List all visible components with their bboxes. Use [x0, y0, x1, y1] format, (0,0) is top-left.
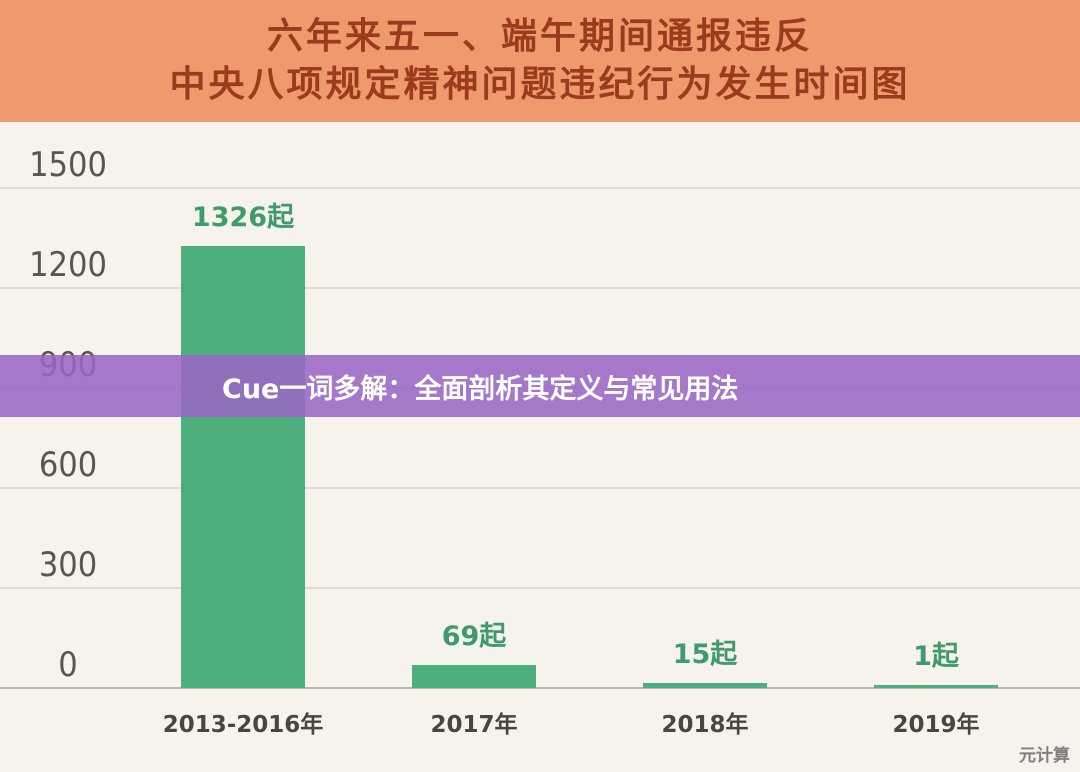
bar — [412, 665, 536, 688]
bars — [181, 246, 998, 688]
x-category-label: 2019年 — [892, 711, 979, 738]
data-labels: 1326起 69起 15起 1起 — [192, 202, 960, 672]
y-tick-label: 1200 — [29, 245, 107, 285]
x-category-label: 2013-2016年 — [163, 711, 324, 738]
data-label: 1起 — [913, 641, 960, 672]
data-label: 69起 — [442, 621, 508, 652]
chart-title-line-1: 六年来五一、端午期间通报违反 — [266, 16, 813, 57]
overlay-banner: Cue一词多解：全面剖析其定义与常见用法 — [0, 355, 1080, 417]
bar — [181, 246, 305, 688]
chart-header: 六年来五一、端午期间通报违反 中央八项规定精神问题违纪行为发生时间图 — [0, 0, 1080, 122]
y-tick-label: 600 — [39, 445, 97, 485]
grid-lines — [0, 187, 1080, 689]
banner-text: Cue一词多解：全面剖析其定义与常见用法 — [222, 373, 739, 405]
y-tick-label: 0 — [58, 645, 77, 685]
y-tick-label: 300 — [39, 545, 97, 585]
chart-title-line-2: 中央八项规定精神问题违纪行为发生时间图 — [169, 64, 911, 105]
x-axis-categories: 2013-2016年 2017年 2018年 2019年 — [163, 711, 980, 738]
watermark: 元计算 — [1019, 746, 1070, 766]
x-category-label: 2017年 — [430, 711, 517, 738]
bar — [874, 685, 998, 688]
data-label: 1326起 — [192, 202, 295, 233]
bar — [643, 683, 767, 688]
x-category-label: 2018年 — [661, 711, 748, 738]
y-tick-label: 1500 — [29, 145, 107, 185]
data-label: 15起 — [673, 639, 739, 670]
